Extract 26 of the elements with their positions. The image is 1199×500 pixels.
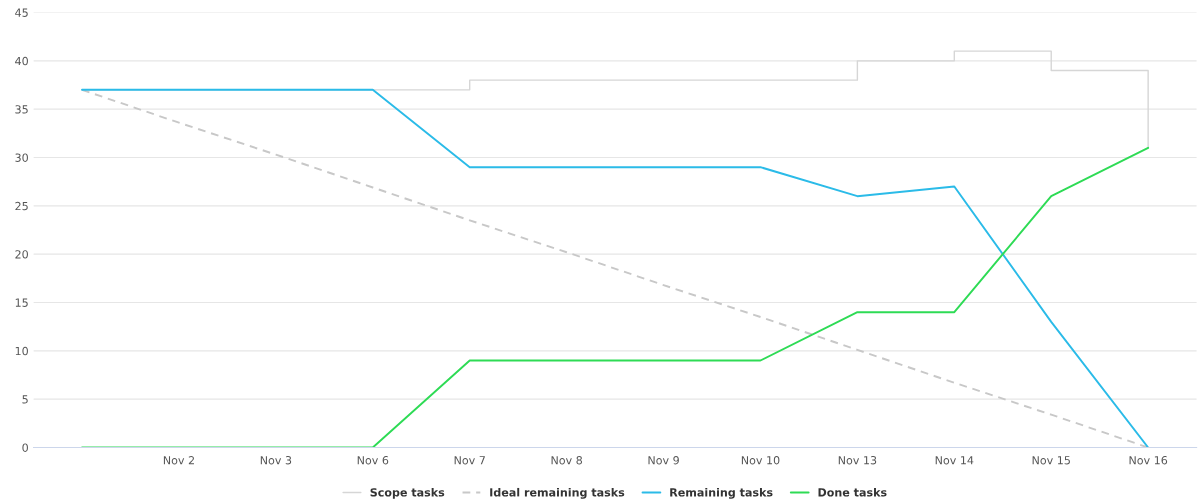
y-tick-label: 20: [15, 250, 28, 259]
x-tick-label: Nov 13: [838, 456, 877, 465]
x-tick-label: Nov 3: [260, 456, 292, 465]
y-tick-label: 40: [15, 56, 28, 66]
y-tick-label: 45: [15, 8, 28, 17]
x-tick-label: Nov 2: [163, 456, 194, 465]
legend-label: Ideal remaining tasks: [490, 487, 625, 499]
x-tick-label: Nov 9: [648, 456, 679, 465]
x-tick-label: Nov 6: [357, 456, 389, 465]
x-tick-label: Nov 8: [551, 456, 583, 465]
y-tick-label: 30: [15, 153, 28, 162]
x-tick-label: Nov 10: [741, 456, 780, 465]
x-tick-label: Nov 7: [454, 456, 485, 465]
line-series: [81, 88, 1150, 448]
y-tick-label: 5: [22, 395, 28, 404]
y-tick-label: 0: [22, 443, 28, 452]
x-tick-label: Nov 16: [1129, 456, 1168, 465]
legend-label: Remaining tasks: [670, 487, 773, 499]
x-tick-label: Nov 14: [935, 456, 974, 465]
y-tick-label: 35: [15, 105, 28, 114]
y-tick-label: 10: [15, 346, 28, 356]
y-tick-label: 15: [15, 298, 28, 307]
x-tick-label: Nov 15: [1032, 456, 1070, 465]
legend-label: Done tasks: [818, 487, 887, 497]
legend-label: Scope tasks: [370, 487, 445, 499]
y-tick-label: 25: [15, 201, 28, 211]
